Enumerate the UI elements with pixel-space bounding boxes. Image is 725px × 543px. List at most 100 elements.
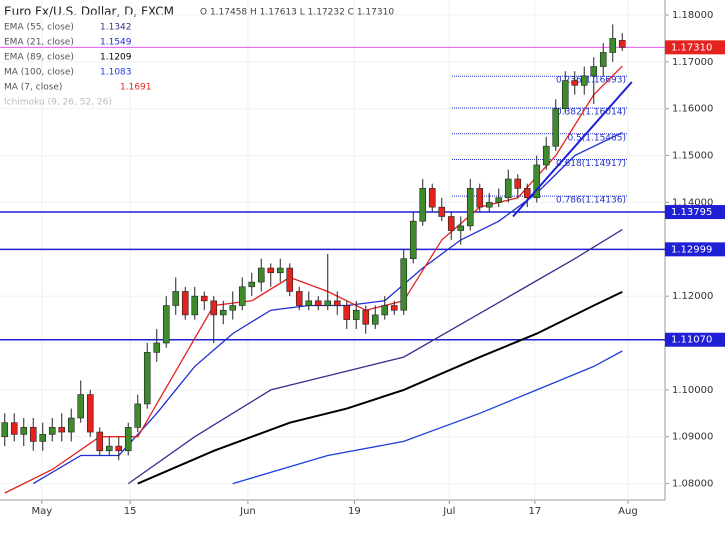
candle-body <box>276 267 284 274</box>
y-tick-label: 1.15000 <box>672 151 713 162</box>
candle-body <box>352 309 360 320</box>
candle-body <box>466 188 474 227</box>
candle-body <box>590 66 598 77</box>
candle-body <box>105 445 113 452</box>
candle-body <box>162 305 170 344</box>
legend-name: EMA (55, close) <box>4 23 74 33</box>
candle-body <box>29 427 37 442</box>
indicator-line <box>137 290 623 485</box>
x-tick-label: 17 <box>528 506 541 517</box>
fib-label: 0.236(1.16693) <box>556 76 626 86</box>
candle-body <box>476 188 484 208</box>
legend-name: EMA (21, close) <box>4 38 74 48</box>
candle-body <box>172 291 180 306</box>
candle-body <box>485 202 493 208</box>
candle-body <box>580 75 588 86</box>
candle-body <box>115 445 123 452</box>
candle-body <box>561 80 569 110</box>
legend-value: 1.1342 <box>100 23 132 33</box>
candle-body <box>86 394 94 433</box>
legend-name: MA (7, close) <box>4 83 62 93</box>
candle-body <box>39 434 47 442</box>
y-tick-label: 1.10000 <box>672 385 713 396</box>
candle-body <box>324 300 332 306</box>
candle-body <box>58 427 66 433</box>
x-tick-label: Jul <box>442 506 455 517</box>
legend-name: MA (100, close) <box>4 68 74 78</box>
candle-body <box>371 314 379 325</box>
indicator-line <box>127 229 623 485</box>
y-tick-label: 1.09000 <box>672 432 713 443</box>
candle-body <box>457 225 465 231</box>
price-box <box>665 332 725 347</box>
candle-body <box>314 300 322 306</box>
candle-body <box>10 422 18 435</box>
candle-body <box>523 188 531 199</box>
candle-body <box>419 188 427 222</box>
candle-body <box>438 206 446 217</box>
candle-body <box>248 281 256 288</box>
candle-body <box>238 286 246 306</box>
candle-body <box>552 108 560 147</box>
candle-body <box>447 216 455 231</box>
legend-value: 1.1691 <box>120 83 152 93</box>
candle-body <box>343 305 351 320</box>
fib-label: 0.786(1.14136) <box>556 196 626 206</box>
price-box-label: 1.12999 <box>671 244 712 255</box>
price-box <box>665 205 725 220</box>
y-tick-label: 1.08000 <box>672 479 713 490</box>
y-tick-label: 1.17000 <box>672 57 713 68</box>
candle-body <box>599 52 607 67</box>
candle-body <box>229 305 237 311</box>
x-tick-label: 19 <box>348 506 361 517</box>
candle-body <box>514 178 522 189</box>
candle-body <box>20 427 28 435</box>
y-tick-label: 1.14000 <box>672 197 713 208</box>
price-box-label: 1.11070 <box>671 335 712 346</box>
candle-body <box>200 295 208 302</box>
candle-body <box>400 258 408 311</box>
candle-body <box>428 188 436 208</box>
y-tick-label: 1.16000 <box>672 104 713 115</box>
x-tick-label: Aug <box>618 506 638 517</box>
candle-body <box>219 309 227 316</box>
x-tick-label: Jun <box>239 506 256 517</box>
candle-body <box>153 342 161 353</box>
indicator-line <box>232 350 623 485</box>
candle-body <box>67 417 75 433</box>
price-box <box>665 40 725 55</box>
chart-title: Euro Fx/U.S. Dollar, D, FXCM <box>4 5 174 19</box>
ohlc: O 1.17458 H 1.17613 L 1.17232 C 1.17310 <box>200 8 394 18</box>
legend-name: Ichimoku (9, 26, 52, 26) <box>4 98 112 108</box>
candle-body <box>362 309 370 325</box>
candle-body <box>305 300 313 306</box>
candle-body <box>286 267 294 292</box>
candle-body <box>143 352 151 405</box>
price-box-label: 1.17310 <box>671 42 712 53</box>
candle-body <box>257 267 265 283</box>
fib-label: 0.618(1.14917) <box>556 159 626 169</box>
legend-value: 1.1083 <box>100 68 132 78</box>
candle-body <box>134 403 142 428</box>
price-box-label: 1.13795 <box>671 207 712 218</box>
legend-name: EMA (89, close) <box>4 53 74 63</box>
trendline <box>512 81 633 218</box>
candle-body <box>542 145 550 166</box>
candle-body <box>618 40 626 48</box>
candle-body <box>77 394 85 419</box>
candle-body <box>48 427 56 435</box>
candle-body <box>96 431 104 452</box>
fib-label: 0.382(1.16014) <box>556 108 626 118</box>
candle-body <box>381 305 389 316</box>
candle-body <box>609 38 617 53</box>
y-tick-label: 1.12000 <box>672 291 713 302</box>
candle-body <box>571 80 579 86</box>
candle-body <box>267 267 275 274</box>
candle-body <box>191 295 199 316</box>
candle-body <box>390 305 398 311</box>
candle-body <box>333 300 341 306</box>
x-tick-label: 15 <box>124 506 137 517</box>
candle-body <box>533 164 541 199</box>
candle-body <box>1 422 9 438</box>
